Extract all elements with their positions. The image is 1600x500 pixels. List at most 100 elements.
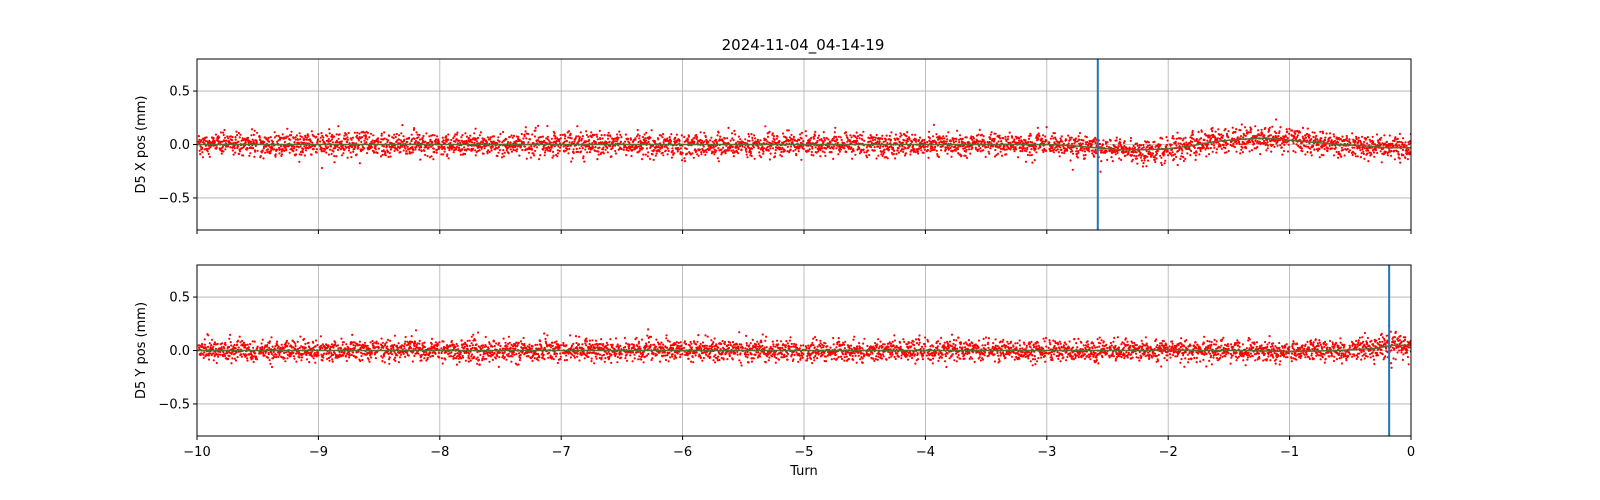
data-point xyxy=(602,152,605,155)
data-point xyxy=(979,147,982,150)
data-point xyxy=(511,136,514,139)
data-point xyxy=(1373,155,1376,158)
data-point xyxy=(866,156,869,159)
data-point xyxy=(303,138,306,141)
data-point xyxy=(615,140,618,143)
data-point xyxy=(206,150,209,153)
data-point xyxy=(317,354,320,357)
data-point xyxy=(769,147,772,150)
data-point xyxy=(1105,145,1108,148)
data-point xyxy=(273,136,277,139)
data-point xyxy=(1179,142,1182,145)
data-point xyxy=(234,347,237,350)
data-point xyxy=(1251,135,1255,138)
data-point xyxy=(998,134,1001,137)
data-point xyxy=(1241,146,1244,149)
data-point xyxy=(1084,153,1087,157)
data-point xyxy=(501,141,504,144)
data-point xyxy=(914,151,917,154)
data-point xyxy=(905,135,908,138)
data-point xyxy=(1310,154,1313,157)
data-point xyxy=(326,135,329,138)
data-point xyxy=(464,152,467,156)
data-point xyxy=(885,134,888,137)
data-point xyxy=(956,148,960,151)
data-point xyxy=(1264,126,1267,130)
data-point xyxy=(329,139,332,143)
data-point xyxy=(922,151,925,154)
data-point xyxy=(1073,142,1076,145)
data-point xyxy=(233,147,236,150)
data-point xyxy=(1082,139,1085,142)
data-point xyxy=(845,150,848,153)
data-point xyxy=(1161,137,1164,140)
data-point xyxy=(762,152,765,155)
data-point xyxy=(1131,158,1134,161)
data-point xyxy=(330,152,333,156)
data-point xyxy=(507,141,510,144)
data-point xyxy=(1026,146,1029,149)
data-point xyxy=(497,151,500,154)
data-point xyxy=(577,135,580,138)
data-point xyxy=(1359,149,1362,152)
data-point xyxy=(851,157,854,160)
data-point xyxy=(527,132,530,136)
data-point xyxy=(703,140,706,143)
data-point xyxy=(235,351,238,354)
data-point xyxy=(727,149,730,152)
data-point xyxy=(700,153,703,156)
data-point xyxy=(219,131,223,134)
data-point xyxy=(1296,136,1299,139)
data-point xyxy=(465,135,469,138)
data-point xyxy=(206,354,209,357)
data-point xyxy=(1031,141,1034,144)
data-point xyxy=(650,129,653,132)
data-point xyxy=(999,137,1002,140)
data-point xyxy=(283,351,286,354)
data-point xyxy=(236,134,239,137)
data-point xyxy=(1094,142,1097,145)
data-point xyxy=(649,136,652,139)
data-point xyxy=(1273,130,1276,133)
data-point xyxy=(502,149,505,152)
data-point xyxy=(834,140,838,143)
data-point xyxy=(383,137,386,140)
data-point xyxy=(248,154,251,157)
data-point xyxy=(748,135,751,138)
data-point xyxy=(671,149,675,152)
data-point xyxy=(903,154,907,157)
data-point xyxy=(989,147,992,150)
data-point xyxy=(1160,161,1163,164)
data-point xyxy=(222,150,225,153)
data-point xyxy=(1109,139,1112,142)
data-point xyxy=(599,137,602,141)
data-point xyxy=(1099,170,1102,173)
data-point xyxy=(551,150,555,153)
data-point xyxy=(520,132,523,136)
data-point xyxy=(1054,136,1057,139)
data-point xyxy=(211,140,214,143)
data-point xyxy=(647,151,650,154)
data-point xyxy=(452,151,455,154)
data-point xyxy=(905,152,908,155)
data-point xyxy=(260,350,263,354)
data-point xyxy=(1254,139,1257,142)
data-point xyxy=(215,146,218,149)
data-point xyxy=(270,352,273,355)
data-point xyxy=(529,156,533,159)
data-point xyxy=(607,131,610,134)
data-point xyxy=(414,141,417,144)
data-point xyxy=(1012,146,1015,149)
data-point xyxy=(1403,143,1406,146)
data-point xyxy=(617,136,620,139)
data-point xyxy=(305,353,308,357)
data-point xyxy=(222,355,225,358)
data-point xyxy=(988,152,991,155)
data-point xyxy=(597,150,600,153)
data-point xyxy=(397,138,400,141)
data-point xyxy=(588,138,591,142)
data-point xyxy=(1025,150,1028,153)
data-point xyxy=(695,137,698,140)
data-point xyxy=(954,146,957,149)
data-point xyxy=(561,133,565,136)
